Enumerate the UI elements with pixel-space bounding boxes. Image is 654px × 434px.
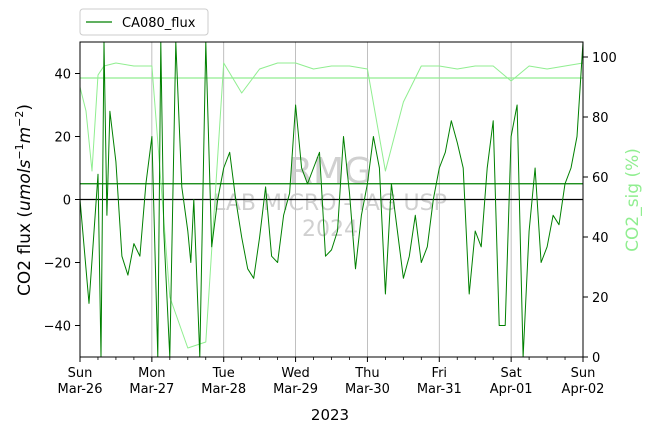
y-left-tick-label: 20 xyxy=(54,131,71,146)
x-tick-label-date: Mar-30 xyxy=(345,382,390,397)
x-tick-label-date: Mar-29 xyxy=(273,382,318,397)
right-axis-ticks: 0 20 40 60 80 100 xyxy=(583,51,617,366)
x-tick-label-day: Tue xyxy=(212,366,235,381)
x-tick-label-day: Sun xyxy=(571,366,596,381)
legend-label: CA080_flux xyxy=(122,16,196,31)
watermark-line-3: 2024 xyxy=(302,217,358,242)
left-axis-label-exp2: −2 xyxy=(13,111,26,127)
y-left-tick-label: 40 xyxy=(54,68,71,83)
x-tick-label-day: Wed xyxy=(281,366,309,381)
x-tick-label-date: Mar-31 xyxy=(417,382,462,397)
x-tick-label-day: Thu xyxy=(354,366,379,381)
x-tick-label-day: Sun xyxy=(68,366,93,381)
x-tick-label-day: Mon xyxy=(138,366,165,381)
legend-box xyxy=(79,8,209,36)
y-right-tick-label: 80 xyxy=(592,111,609,126)
legend: CA080_flux xyxy=(79,8,209,36)
x-tick-label-date: Apr-01 xyxy=(490,382,533,397)
right-axis-label: CO2_sig (%) xyxy=(623,148,643,252)
left-axis-label-exp1: −1 xyxy=(13,143,26,159)
y-left-tick-label: −20 xyxy=(44,257,71,272)
x-tick-label-date: Mar-27 xyxy=(129,382,174,397)
left-axis-label-unit: umols xyxy=(15,159,35,210)
x-tick-label-day: Sat xyxy=(500,366,521,381)
left-axis-ticks: −40 −20 0 20 40 xyxy=(44,68,80,335)
left-axis-label-close: ) xyxy=(15,104,35,111)
x-tick-label-day: Fri xyxy=(432,366,448,381)
x-axis-ticks: SunMar-26MonMar-27TueMar-28WedMar-29ThuM… xyxy=(58,357,605,397)
y-right-tick-label: 60 xyxy=(592,171,609,186)
y-left-tick-label: 0 xyxy=(63,194,71,209)
x-axis-label: 2023 xyxy=(311,406,349,424)
x-tick-label-date: Mar-26 xyxy=(58,382,103,397)
x-tick-label-date: Apr-02 xyxy=(562,382,605,397)
y-right-tick-label: 20 xyxy=(592,291,609,306)
y-right-tick-label: 40 xyxy=(592,231,609,246)
watermark-line-2: LAB MICRO - IAG USP xyxy=(213,191,447,216)
watermark-line-1: RMG xyxy=(288,151,372,192)
y-right-tick-label: 0 xyxy=(592,351,600,366)
series-line-co2_sig xyxy=(79,62,584,349)
left-axis-label: CO2 flux (umols−1m−2) xyxy=(13,104,35,296)
x-tick-label-date: Mar-28 xyxy=(201,382,246,397)
y-left-tick-label: −40 xyxy=(44,320,71,335)
reference-lines xyxy=(80,77,583,201)
series-layer xyxy=(79,41,584,358)
left-axis-label-main: CO2 flux ( xyxy=(15,211,35,296)
series-line-ca080_flux xyxy=(79,41,584,358)
left-axis-label-unit2: m xyxy=(15,127,35,144)
y-right-tick-label: 100 xyxy=(592,51,617,66)
